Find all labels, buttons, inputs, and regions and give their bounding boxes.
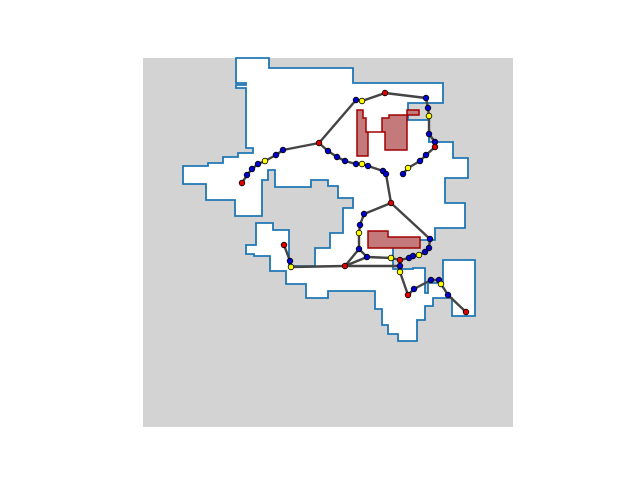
graph-node-junction-0	[381, 89, 389, 97]
graph-node-waypoint-38	[409, 252, 417, 260]
graph-node-waypoint-31	[356, 221, 364, 229]
graph-node-waypoint-23	[272, 151, 280, 159]
graph-node-key-55	[287, 263, 295, 271]
graph-node-waypoint-51	[444, 291, 452, 299]
graph-node-waypoint-1	[352, 96, 360, 104]
graph-node-waypoint-9	[422, 151, 430, 159]
graph-node-waypoint-16	[341, 157, 349, 165]
graph-node-key-5	[425, 112, 433, 120]
graph-node-key-18	[358, 160, 366, 168]
graph-node-waypoint-42	[426, 235, 434, 243]
graph-node-waypoint-33	[355, 245, 363, 253]
graph-node-key-45	[396, 268, 404, 276]
graph-node-junction-28	[238, 179, 246, 187]
node-layer	[238, 89, 470, 316]
graph-node-waypoint-34	[363, 253, 371, 261]
obstacle-0	[356, 109, 420, 157]
graph-node-junction-46	[404, 291, 412, 299]
obstacle-layer	[356, 109, 421, 249]
graph-node-waypoint-3	[422, 94, 430, 102]
graph-node-waypoint-47	[410, 285, 418, 293]
graph-node-waypoint-21	[382, 170, 390, 178]
graph-node-waypoint-10	[416, 157, 424, 165]
graph-node-junction-52	[462, 308, 470, 316]
graph-node-waypoint-12	[399, 170, 407, 178]
graph-node-key-39	[415, 251, 423, 259]
graph-node-key-11	[404, 164, 412, 172]
graph-node-waypoint-41	[425, 244, 433, 252]
graph-node-waypoint-17	[352, 160, 360, 168]
graph-node-waypoint-6	[425, 130, 433, 138]
graph-node-waypoint-44	[396, 262, 404, 270]
graph-node-key-24	[261, 157, 269, 165]
graph-node-junction-36	[396, 256, 404, 264]
graph-node-junction-53	[280, 241, 288, 249]
graph-node-waypoint-14	[324, 147, 332, 155]
graph-node-waypoint-48	[427, 276, 435, 284]
graph-edge-7	[343, 255, 369, 268]
graph-node-junction-29	[387, 199, 395, 207]
graph-node-junction-8	[431, 143, 439, 151]
graph-node-key-50	[437, 280, 445, 288]
graph-node-waypoint-4	[424, 104, 432, 112]
graph-node-waypoint-25	[254, 160, 262, 168]
graph-node-waypoint-26	[248, 165, 256, 173]
graph-node-waypoint-19	[364, 162, 372, 170]
graph-node-waypoint-22	[279, 146, 287, 154]
graph-node-junction-13	[315, 139, 323, 147]
graph-node-key-2	[358, 97, 366, 105]
obstacle-1	[367, 230, 421, 249]
graph-node-key-35	[387, 254, 395, 262]
graph-node-waypoint-15	[333, 153, 341, 161]
graph-node-junction-43	[341, 262, 349, 270]
graph-node-waypoint-40	[421, 248, 429, 256]
graph-node-waypoint-27	[243, 171, 251, 179]
graph-node-waypoint-54	[286, 257, 294, 265]
graph-node-key-32	[355, 229, 363, 237]
graph-edge-3	[343, 201, 393, 268]
graph-node-waypoint-30	[360, 210, 368, 218]
